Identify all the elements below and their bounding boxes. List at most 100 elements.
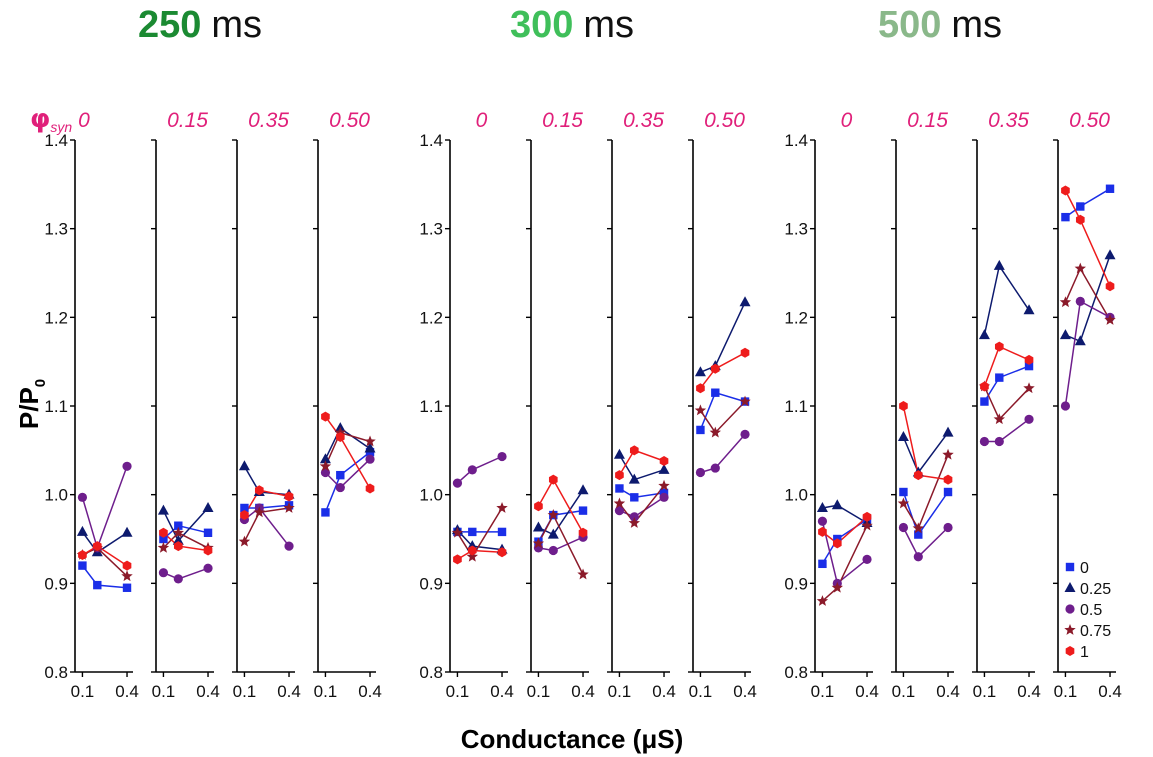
y-axis-title-subscript: 0 [32, 379, 49, 387]
panel: φsyn 0 0.8 0.9 1.0 1.1 1.2 1.3 1.4 0.1 0.4 [30, 104, 139, 701]
data-point [173, 541, 183, 552]
data-point [1074, 262, 1086, 274]
data-point [613, 448, 625, 459]
legend-label: 0.25 [1080, 581, 1111, 598]
x-tick-label: 0.4 [358, 682, 382, 701]
phase-label: 0.35 [988, 109, 1029, 132]
data-point [993, 413, 1005, 425]
data-point [238, 460, 250, 471]
x-tick-label: 0.1 [892, 682, 916, 701]
y-tick-label: 0.9 [44, 574, 68, 593]
series-line [457, 549, 503, 561]
data-point [1024, 354, 1034, 365]
panel: 0 0.8 0.9 1.0 1.1 1.2 1.3 1.4 0.1 0.4 [419, 109, 513, 701]
data-point [942, 448, 954, 460]
y-tick-label: 1.2 [784, 308, 808, 327]
x-tick-label: 0.4 [936, 682, 960, 701]
data-point [1105, 184, 1115, 193]
data-point [1023, 304, 1035, 315]
data-point [1061, 185, 1070, 196]
data-point [254, 485, 264, 496]
panel: 0 0.8 0.9 1.0 1.1 1.2 1.3 1.4 0.1 0.4 [784, 109, 878, 701]
data-point [364, 435, 376, 447]
data-point [466, 550, 478, 562]
data-point [658, 463, 670, 474]
panel: 0.35 0.1 0.4 [607, 109, 676, 701]
phase-label: 0.15 [907, 109, 948, 132]
data-point [615, 470, 624, 481]
series-line [456, 455, 503, 484]
data-point [899, 487, 908, 497]
legend-label: 0 [1080, 560, 1089, 577]
x-tick-label: 0.1 [527, 682, 551, 701]
y-tick-label: 0.8 [784, 663, 808, 682]
data-point [897, 431, 909, 442]
data-point [658, 479, 670, 491]
series-line [619, 487, 665, 499]
svg-text:P/P0: P/P0 [14, 379, 49, 429]
panel: 0.50 0.1 0.4 [688, 109, 757, 701]
data-point [914, 530, 923, 539]
data-point [93, 580, 102, 590]
x-axis-title: Conductance (μS) [461, 724, 683, 754]
data-point [818, 559, 827, 569]
series-line [163, 567, 209, 580]
series-line [699, 352, 746, 389]
data-point [78, 549, 87, 560]
y-tick-label: 1.0 [44, 486, 68, 505]
data-point [121, 526, 133, 537]
data-point [497, 527, 507, 537]
x-tick-label: 0.4 [277, 682, 301, 701]
legend-label: 1 [1080, 644, 1089, 661]
data-point [203, 528, 213, 537]
x-tick-label: 0.4 [733, 682, 757, 701]
series-line [822, 504, 868, 524]
data-point [334, 426, 346, 438]
data-point [240, 510, 249, 521]
y-tick-label: 0.9 [419, 574, 443, 593]
x-tick-label: 0.1 [314, 682, 338, 701]
panel: 0.35 0.1 0.4 [232, 109, 301, 701]
legend-marker [1064, 624, 1076, 635]
panel: 0.15 0.1 0.4 [526, 109, 595, 701]
phase-label: 0.35 [623, 109, 664, 132]
data-point [832, 538, 842, 549]
data-point [283, 501, 295, 513]
series-line [244, 504, 290, 509]
data-point [122, 560, 132, 571]
data-point [614, 506, 625, 516]
x-tick-label: 0.1 [608, 682, 632, 701]
data-point [711, 388, 720, 397]
x-tick-label: 0.1 [973, 682, 997, 701]
y-tick-label: 1.2 [44, 308, 68, 327]
data-point [238, 535, 251, 547]
data-point [335, 482, 345, 493]
series-line [243, 465, 290, 496]
data-point [739, 395, 751, 407]
data-point [861, 519, 873, 531]
y-tick-label: 0.8 [44, 663, 68, 682]
data-point [453, 554, 462, 565]
data-point [548, 474, 558, 485]
y-tick-label: 1.3 [784, 220, 808, 239]
phi-symbol: φ [30, 104, 50, 134]
data-point [452, 478, 463, 488]
data-point [77, 492, 88, 502]
x-tick-label: 0.4 [1017, 682, 1041, 701]
data-point [1060, 401, 1071, 411]
data-point [979, 436, 990, 447]
x-tick-label: 0.4 [855, 682, 879, 701]
data-point [710, 363, 720, 374]
data-point [497, 451, 507, 462]
series-line [537, 509, 584, 543]
y-tick-label: 1.1 [44, 397, 68, 416]
data-point [497, 547, 507, 558]
x-tick-label: 0.1 [71, 682, 95, 701]
data-point [284, 491, 294, 502]
series-line [324, 458, 371, 489]
data-point [710, 463, 720, 473]
data-point [532, 521, 544, 532]
y-tick-label: 1.0 [784, 486, 808, 505]
x-tick-label: 0.1 [446, 682, 470, 701]
data-point [943, 474, 953, 485]
